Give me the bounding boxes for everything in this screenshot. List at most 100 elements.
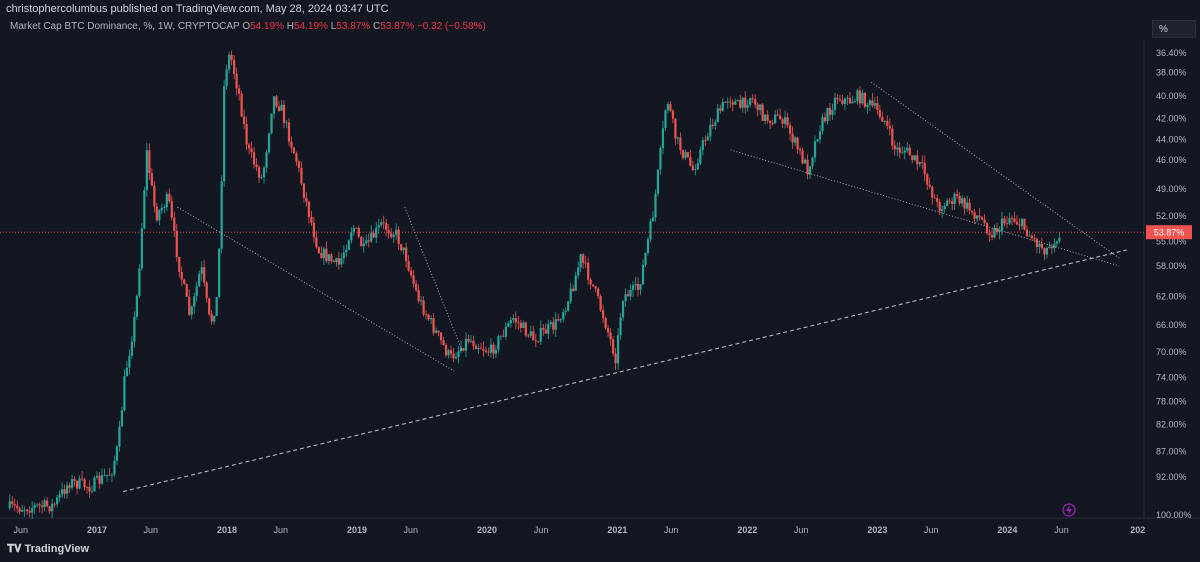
candle-body [878, 110, 881, 117]
candle-body [447, 350, 450, 356]
candle-body [472, 340, 475, 346]
candle-body [138, 268, 141, 296]
candle-body [626, 294, 630, 297]
candle-body [365, 240, 368, 244]
candle-body [781, 119, 784, 124]
candle-body [816, 139, 819, 142]
candle-body [739, 100, 742, 108]
candle-body [345, 249, 348, 253]
candle-body [788, 125, 792, 134]
candle-body [916, 155, 919, 165]
candle-body [108, 474, 111, 476]
candle-body [779, 115, 782, 120]
price-chart[interactable]: 36.40% 38.00% 40.00% 42.00% 44.00% 46.00% 49.0… [0, 0, 1200, 538]
candle-body [1000, 218, 1004, 231]
candle-body [188, 296, 191, 315]
candle-body [826, 108, 829, 122]
trendline [122, 249, 1127, 493]
candle-body [487, 351, 490, 353]
x-tick-label: 2018 [217, 525, 237, 535]
candle-body [706, 136, 709, 141]
candle-body [392, 234, 395, 237]
candle-body [145, 150, 148, 190]
candle-body [512, 318, 515, 321]
candle-body [584, 262, 587, 264]
candle-body [1058, 237, 1061, 242]
candle-body [444, 345, 448, 356]
candle-body [95, 475, 99, 478]
candle-body [946, 200, 949, 206]
candle-body [499, 335, 502, 337]
candle-body [756, 104, 759, 111]
candle-body [307, 201, 311, 217]
candle-body [135, 295, 138, 317]
candle-body [649, 221, 652, 240]
candle-body [970, 210, 974, 213]
candle-body [671, 110, 675, 119]
y-tick-label: 66.00% [1156, 320, 1187, 330]
candle-body [312, 222, 316, 238]
candle-body [100, 475, 104, 484]
candle-body [1013, 218, 1016, 222]
candle-body [646, 239, 650, 253]
candle-body [669, 103, 672, 111]
candle-body [432, 318, 435, 333]
candle-body [143, 189, 146, 229]
x-tick-label: Jun [274, 525, 289, 535]
candle-body [983, 219, 986, 224]
y-tick-label: 55.00% [1156, 237, 1187, 247]
x-tick-label: 2024 [997, 525, 1017, 535]
candle-body [317, 247, 320, 254]
candle-body [559, 319, 562, 321]
candle-body [390, 233, 393, 237]
candle-body [1020, 218, 1024, 226]
candle-body [105, 474, 109, 476]
candle-body [532, 331, 535, 341]
candle-body [504, 326, 507, 337]
candle-body [980, 217, 984, 220]
candle-body [1015, 221, 1019, 225]
candle-body [831, 109, 834, 115]
candle-body [372, 232, 375, 238]
candle-body [262, 167, 266, 178]
candle-body [876, 103, 879, 111]
candle-body [292, 147, 296, 154]
candle-body [883, 120, 886, 122]
candle-body [629, 289, 632, 297]
candle-body [350, 232, 353, 241]
percent-scale-button[interactable]: % [1152, 20, 1196, 38]
candle-body [524, 322, 527, 336]
candle-body [679, 137, 682, 150]
candle-body [656, 169, 660, 194]
candle-body [1025, 229, 1029, 237]
candle-body [240, 93, 243, 117]
candle-body [210, 314, 213, 322]
candle-body [128, 355, 131, 368]
candle-body [572, 288, 575, 291]
candle-body [220, 181, 223, 249]
candle-body [948, 200, 951, 202]
candle-body [1023, 218, 1026, 230]
y-tick-label: 92.00% [1156, 472, 1187, 482]
candle-body [709, 124, 712, 137]
candle-body [562, 311, 565, 320]
candle-body [65, 485, 69, 494]
candle-body [63, 489, 66, 494]
candle-body [494, 349, 498, 354]
x-tick-label: Jun [14, 525, 29, 535]
candle-body [60, 489, 64, 495]
candle-body [148, 150, 151, 174]
candle-body [602, 310, 605, 318]
candle-body [963, 198, 966, 209]
candle-body [380, 222, 383, 226]
candle-body [961, 198, 964, 204]
candle-body [754, 99, 757, 105]
candle-body [21, 510, 24, 512]
candle-body [923, 162, 926, 175]
candle-body [579, 254, 582, 268]
candle-body [764, 114, 767, 121]
candle-body [462, 347, 465, 351]
candle-body [78, 478, 81, 489]
candle-body [751, 98, 754, 100]
candle-body [908, 147, 911, 156]
